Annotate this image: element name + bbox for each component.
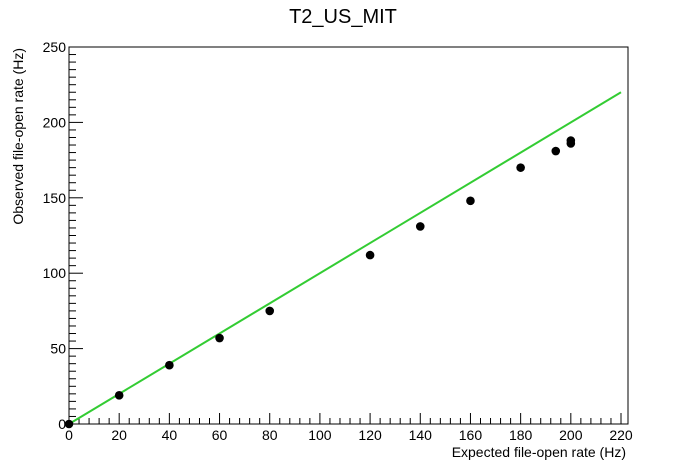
data-point [265, 306, 275, 316]
x-tick-label: 40 [162, 427, 178, 443]
data-point [466, 196, 475, 206]
x-tick-label: 120 [358, 427, 382, 443]
reference-line [68, 91, 622, 425]
x-axis-ticks: 0 20 40 60 80 100 120 140 160 180 200 220 [65, 413, 633, 443]
y-tick-label: 100 [43, 265, 67, 281]
x-tick-label: 20 [111, 427, 127, 443]
data-point [415, 222, 425, 231]
y-tick-label: 0 [58, 416, 66, 432]
x-tick-label: 60 [212, 427, 228, 443]
x-tick-label: 80 [262, 427, 278, 443]
data-point [114, 391, 124, 400]
x-axis-label: Expected file-open rate (Hz) [452, 444, 626, 460]
x-tick-label: 220 [609, 427, 633, 443]
x-tick-label: 0 [65, 427, 73, 443]
x-tick-label: 160 [459, 427, 483, 443]
y-axis-ticks: 0 50 100 150 200 250 [43, 39, 83, 432]
reference-line-group [68, 91, 622, 425]
data-point [551, 146, 561, 156]
y-tick-label: 250 [43, 39, 67, 55]
x-tick-label: 100 [308, 427, 332, 443]
data-point [365, 250, 375, 260]
x-tick-label: 180 [509, 427, 533, 443]
x-tick-label: 140 [409, 427, 433, 443]
data-point [516, 163, 525, 172]
data-point [165, 360, 174, 370]
x-tick-label: 200 [559, 427, 583, 443]
data-point [566, 136, 576, 145]
plot-frame [68, 46, 629, 425]
data-point [64, 419, 74, 429]
data-point [215, 333, 224, 343]
data-points [64, 136, 576, 429]
y-axis-label: Observed file-open rate (Hz) [10, 48, 26, 225]
chart-title: T2_US_MIT [289, 6, 397, 28]
y-tick-label: 200 [43, 114, 67, 130]
y-tick-label: 50 [50, 341, 66, 357]
y-tick-label: 150 [43, 190, 67, 206]
